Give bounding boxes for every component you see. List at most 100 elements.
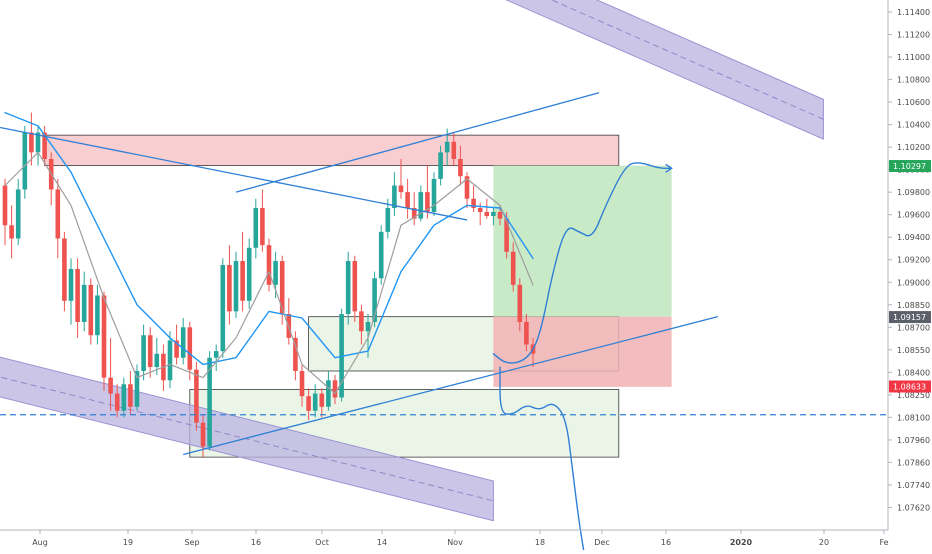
bear-candle	[187, 327, 193, 370]
bull-candle	[81, 284, 87, 322]
trend-lines-layer	[0, 92, 888, 456]
upper-trend-line	[235, 92, 600, 193]
y-tick-label: 1.07740	[897, 481, 930, 490]
y-tick-label: 1.08850	[897, 301, 930, 310]
target-zone	[493, 165, 672, 317]
y-tick-label: 1.07620	[897, 503, 930, 512]
bull-candle	[246, 247, 252, 301]
price-badge	[889, 380, 931, 393]
bull-candle	[365, 321, 371, 332]
x-tick-label: Fe	[879, 538, 888, 547]
y-tick-label: 1.09000	[897, 278, 930, 287]
bear-candle	[359, 311, 364, 332]
x-tick-label: Oct	[315, 538, 329, 547]
x-tick-label: 18	[535, 538, 545, 547]
bull-candle	[372, 278, 377, 322]
upper-channel	[506, 0, 824, 140]
bear-candle	[458, 159, 463, 177]
bear-candle	[352, 261, 358, 312]
price-badge	[889, 311, 931, 324]
bear-candle	[108, 377, 113, 394]
bull-candle	[180, 327, 186, 358]
y-tick-label: 1.08250	[897, 391, 930, 400]
y-tick-label: 1.09600	[897, 211, 930, 220]
bear-candle	[471, 198, 476, 209]
bull-candle	[392, 185, 397, 209]
sma-slow-line	[4, 111, 534, 366]
y-tick-label: 1.10200	[897, 143, 930, 152]
bear-candle	[174, 340, 179, 358]
bear-candle	[398, 185, 404, 193]
bear-candle	[62, 238, 67, 301]
bull-candle	[345, 261, 351, 315]
bear-candle	[411, 208, 417, 219]
bear-candle	[477, 208, 483, 212]
bear-candle	[2, 185, 8, 226]
bull-candle	[15, 189, 21, 239]
bear-candle	[88, 284, 94, 336]
x-tick-label: Nov	[447, 538, 463, 547]
bull-candle	[213, 351, 219, 358]
bull-candle	[35, 132, 41, 153]
bull-candle	[154, 353, 160, 368]
y-tick-label: 1.08100	[897, 413, 930, 422]
bull-candle	[141, 335, 146, 371]
y-tick-label: 1.09800	[897, 188, 930, 197]
bear-candle	[293, 337, 298, 371]
bear-candle	[451, 141, 457, 159]
x-tick-label: Sep	[184, 538, 199, 547]
bear-candle	[200, 422, 206, 447]
bull-candle	[167, 340, 173, 381]
price-badge-label: 1.10297	[893, 162, 926, 171]
bear-candle	[464, 176, 470, 199]
x-tick-label: 14	[377, 538, 387, 547]
resistance-zone	[44, 134, 620, 167]
bull-candle	[273, 261, 278, 285]
y-tick-label: 1.10800	[897, 76, 930, 85]
bear-candle	[517, 284, 523, 322]
bear-candle	[332, 380, 338, 398]
bull-candle	[326, 380, 331, 407]
bear-candle	[240, 261, 245, 301]
bull-candle	[444, 141, 450, 153]
bear-candle	[114, 393, 120, 411]
bear-candle	[9, 225, 14, 239]
bull-candle	[22, 132, 28, 190]
bear-candle	[128, 384, 133, 407]
x-tick-label: 16	[661, 538, 671, 547]
y-tick-label: 1.07860	[897, 458, 930, 467]
x-tick-label: 2020	[730, 538, 753, 547]
bear-candle	[504, 218, 509, 252]
projection-up-path-arrowhead	[665, 163, 673, 173]
bull-candle	[121, 384, 127, 411]
bull-candle	[438, 152, 443, 179]
bull-candle	[95, 295, 100, 336]
bull-candle	[68, 268, 74, 301]
bear-candle	[260, 208, 265, 246]
bear-candle	[75, 268, 80, 322]
bear-candle	[55, 189, 61, 239]
price-badge-label: 1.08633	[893, 383, 926, 392]
bull-candle	[491, 212, 496, 216]
upper-channel-midline	[550, 0, 824, 120]
sma-fast-line	[4, 151, 534, 395]
projection-up-path	[492, 162, 673, 364]
bear-candle	[425, 192, 430, 212]
bear-candle	[484, 212, 490, 216]
lower-channel-midline	[0, 376, 494, 502]
x-tick-label: 16	[251, 538, 261, 547]
bull-candle	[385, 208, 391, 232]
rising-support-line	[183, 316, 718, 456]
y-tick-label: 1.11400	[897, 8, 930, 17]
x-tick-label: Aug	[32, 538, 48, 547]
price-badge	[889, 160, 931, 173]
projection-layer	[492, 162, 673, 554]
y-tick-label: 1.11200	[897, 31, 930, 40]
y-tick-label: 1.11000	[897, 53, 930, 62]
bull-candle	[220, 265, 226, 352]
y-tick-label: 1.08400	[897, 368, 930, 377]
bull-candle	[134, 371, 140, 407]
bear-candle	[524, 321, 529, 345]
